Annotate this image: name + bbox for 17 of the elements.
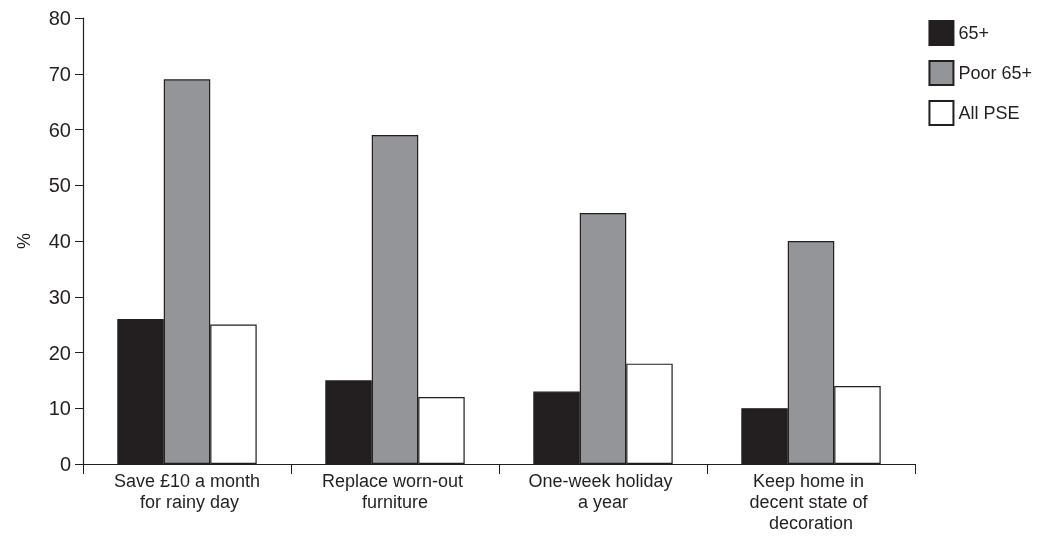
y-tick-label: 70: [48, 62, 71, 85]
y-axis-title: %: [14, 232, 34, 250]
y-tick-label: 30: [48, 285, 71, 308]
x-tick-label: Keep home in decent state of decoration: [749, 470, 873, 533]
legend-label: 65+: [958, 23, 989, 43]
x-tick-label: Replace worn-out furniture: [321, 470, 469, 512]
y-tick-label: 10: [48, 397, 71, 420]
x-tick-label: One-week holiday a year: [528, 470, 678, 512]
y-tick-label: 60: [48, 118, 71, 141]
y-tick-label: 40: [48, 230, 71, 252]
x-tick-label: Save £10 a month for rainy day: [113, 470, 261, 512]
y-tick-label: 0: [59, 453, 71, 475]
y-tick-label: 20: [48, 341, 71, 364]
legend-label: All PSE: [958, 103, 1020, 123]
legend-label: Poor 65+: [958, 63, 1033, 83]
y-tick-label: 80: [48, 7, 71, 29]
y-tick-label: 50: [48, 174, 71, 197]
